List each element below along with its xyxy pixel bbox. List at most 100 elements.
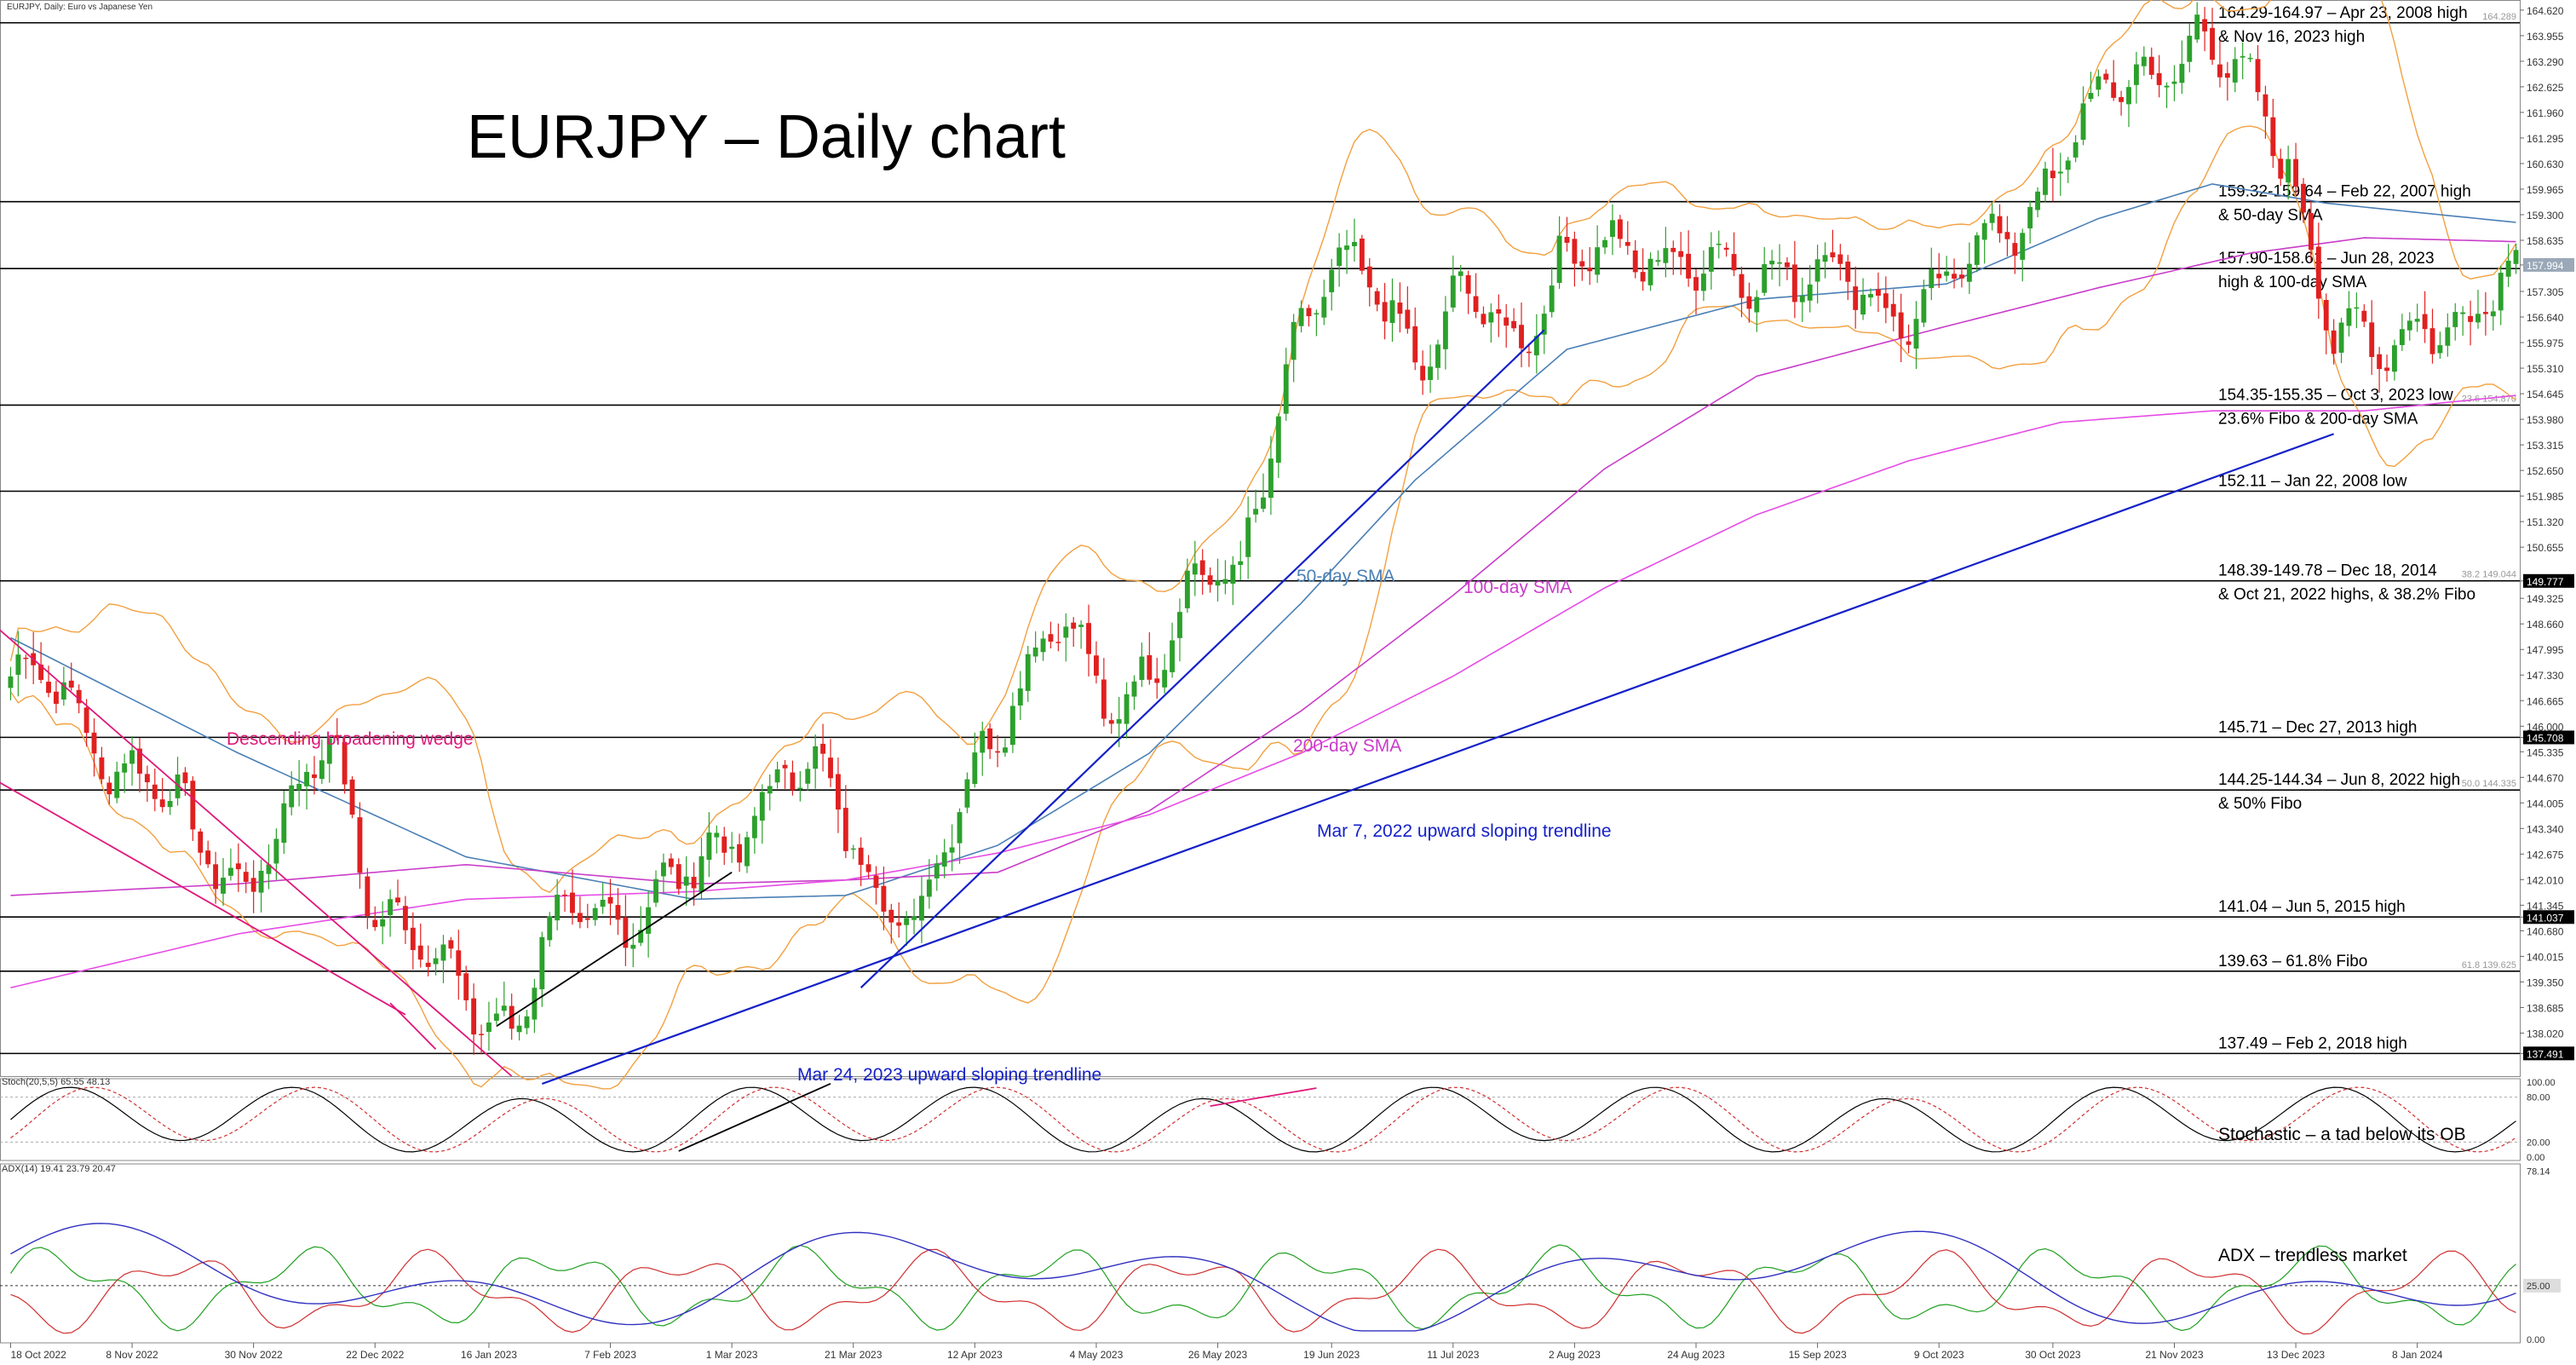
price-tick-label: 158.635 <box>2527 235 2564 247</box>
candle-body <box>911 916 917 920</box>
candle-body <box>1314 313 1320 315</box>
annotations: Descending broadening wedge 50-day SMA 100… <box>227 567 1612 1085</box>
candle-body <box>592 907 598 920</box>
candle-body <box>2308 213 2314 251</box>
candle-body <box>2156 72 2162 85</box>
candle-body <box>995 751 1001 753</box>
stoch-tick-label: 0.00 <box>2527 1153 2544 1163</box>
candle-body <box>1716 244 1722 245</box>
candle-body <box>706 832 712 861</box>
candle-body <box>2482 312 2488 314</box>
date-tick-label: 11 Jul 2023 <box>1427 1349 1479 1361</box>
candle-body <box>1617 219 1623 239</box>
candle-body <box>2020 233 2026 260</box>
candle-body <box>1572 239 1578 264</box>
candle-body <box>957 812 963 844</box>
annotation-trend_mar7: Mar 7, 2022 upward sloping trendline <box>1317 821 1612 841</box>
annotation-wedge: Descending broadening wedge <box>227 729 474 749</box>
candle-body <box>751 815 757 838</box>
price-tick-label: 154.645 <box>2527 389 2564 400</box>
candle-body <box>1108 720 1114 724</box>
date-tick-label: 1 Mar 2023 <box>706 1349 758 1361</box>
candle-body <box>243 872 249 882</box>
candle-body <box>774 769 780 783</box>
candle-body <box>2452 312 2458 327</box>
candle-body <box>2278 158 2284 179</box>
candle-body <box>1556 235 1562 283</box>
candle-body <box>2141 56 2147 66</box>
candle-body <box>349 779 355 815</box>
candle-body <box>258 870 264 893</box>
candle-body <box>501 1005 507 1011</box>
annotation-trend_mar24: Mar 24, 2023 upward sloping trendline <box>797 1065 1101 1085</box>
candle-body <box>235 863 241 870</box>
candle-body <box>2224 72 2230 78</box>
candle-body <box>842 808 848 851</box>
candle-body <box>1890 303 1896 317</box>
candle-body <box>2392 345 2397 372</box>
price-tick-label: 143.340 <box>2527 823 2564 835</box>
date-tick-label: 16 Jan 2023 <box>461 1349 517 1361</box>
candle-body <box>1275 416 1281 464</box>
candle-body <box>790 772 796 791</box>
level-label: 159.32-159.64 – Feb 22, 2007 high <box>2218 183 2471 201</box>
candle-body <box>1450 275 1456 308</box>
candle-body <box>23 657 29 659</box>
candle-body <box>53 691 59 705</box>
candle-body <box>273 838 279 864</box>
candle-body <box>714 832 720 838</box>
candle-body <box>1579 261 1585 267</box>
price-tick-label: 139.350 <box>2527 976 2564 988</box>
price-tick-label: 147.330 <box>2527 670 2564 682</box>
price-tick-label: 137.491 <box>2527 1048 2564 1060</box>
candle-body <box>2126 87 2131 105</box>
adx-tick-label: 0.00 <box>2527 1335 2544 1345</box>
candle-body <box>683 876 689 886</box>
candle-body <box>888 909 894 923</box>
candle-body <box>2004 232 2010 239</box>
candle-body <box>486 1022 492 1033</box>
candle-body <box>850 848 856 850</box>
candle-body <box>2179 63 2185 84</box>
level-label: 139.63 – 61.8% Fibo <box>2218 953 2367 970</box>
candle-body <box>2164 85 2170 88</box>
candle-body <box>1261 497 1266 510</box>
candle-body <box>2377 354 2383 370</box>
candle-body <box>440 944 446 961</box>
candle-body <box>190 780 196 830</box>
candle-body <box>2111 82 2117 98</box>
candle-body <box>1640 272 1646 282</box>
candle-body <box>1830 252 1836 257</box>
candle-body <box>2315 246 2321 299</box>
candle-body <box>2323 300 2329 331</box>
candle-body <box>1245 517 1251 557</box>
candle-body <box>417 945 423 960</box>
adx-plus-di <box>10 1244 2516 1332</box>
candle-body <box>737 844 742 863</box>
price-tick-label: 140.680 <box>2527 925 2564 937</box>
candle-body <box>2247 57 2253 60</box>
candle-body <box>152 784 158 799</box>
candle-body <box>1814 259 1820 282</box>
candle-body <box>1382 302 1388 322</box>
sma-line-2 <box>10 395 2516 988</box>
candle-body <box>532 988 538 1020</box>
candle-body <box>1944 271 1950 276</box>
candle-body <box>2270 117 2276 157</box>
candle-body <box>159 799 165 808</box>
candle-body <box>2475 314 2481 323</box>
candle-body <box>1853 286 1859 310</box>
candle-body <box>281 803 287 844</box>
candle-body <box>1981 222 1987 240</box>
candle-body <box>2406 320 2412 331</box>
candle-body <box>1837 254 1843 264</box>
adx-frame <box>0 1163 2521 1344</box>
candle-body <box>250 878 256 892</box>
candle-body <box>2217 64 2222 78</box>
candle-body <box>2240 55 2245 58</box>
candle-body <box>1875 289 1881 297</box>
date-tick-label: 18 Oct 2022 <box>10 1349 66 1361</box>
adx-level-box <box>2523 1278 2561 1293</box>
bollinger-lower <box>9 125 2516 1090</box>
candle-body <box>722 836 727 853</box>
